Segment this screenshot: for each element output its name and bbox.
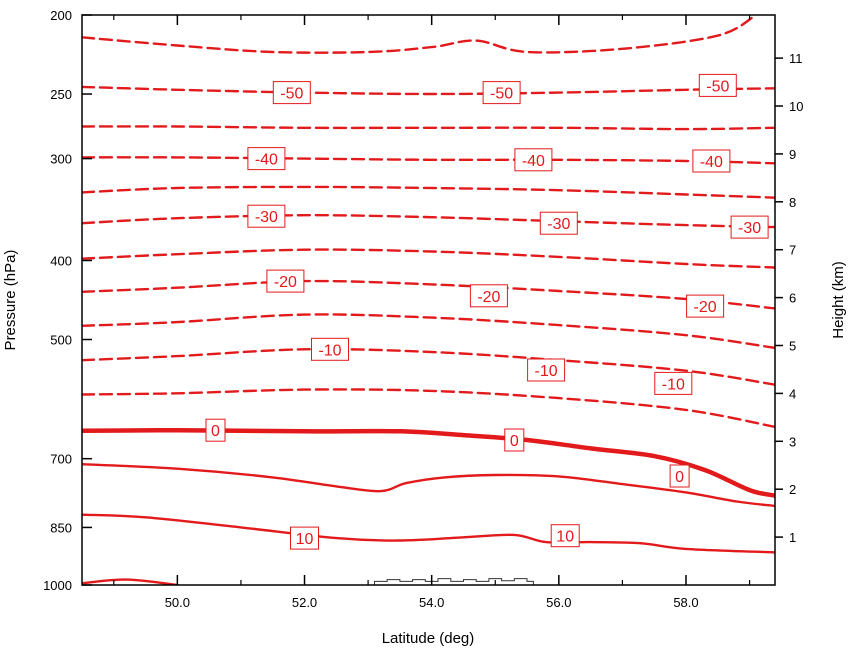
contour-label-box xyxy=(698,73,737,97)
terrain-line xyxy=(368,578,534,585)
contour-label-box xyxy=(504,428,525,452)
contour-label: 0 xyxy=(211,423,220,440)
x-tick-label: 54.0 xyxy=(419,595,444,610)
y-right-tick-label: 4 xyxy=(789,386,796,401)
contour-label: -50 xyxy=(280,86,303,103)
contour-label: 0 xyxy=(510,433,519,450)
y-left-tick-label: 1000 xyxy=(43,578,72,593)
contour-label-box xyxy=(692,149,731,173)
contour-label: -30 xyxy=(255,209,278,226)
contour-label: -10 xyxy=(535,363,558,380)
contour-label-box xyxy=(654,371,693,395)
y-right-tick-label: 7 xyxy=(789,243,796,258)
contour-label: 10 xyxy=(296,531,314,548)
contour-label-box xyxy=(730,215,769,239)
contour-label-box xyxy=(539,211,578,235)
x-tick-label: 56.0 xyxy=(546,595,571,610)
y-left-tick-label: 300 xyxy=(50,152,72,167)
contour-line xyxy=(82,313,775,350)
contour-line xyxy=(82,156,775,165)
contour-line xyxy=(82,463,775,508)
y-axis-right: 1 2 3 4 5 6 7 8 9 10 11 xyxy=(775,51,803,545)
y-left-tick-label: 200 xyxy=(50,8,72,23)
y-right-tick-label: 11 xyxy=(789,51,803,66)
contour-label-box xyxy=(205,418,226,442)
contour-label-box xyxy=(290,526,319,550)
contour-line xyxy=(82,347,775,386)
contour-line xyxy=(82,279,775,310)
x-tick-label: 58.0 xyxy=(673,595,698,610)
y-left-tick-label: 400 xyxy=(50,253,72,268)
contour-line xyxy=(82,125,775,131)
contour-line xyxy=(82,213,775,229)
contour-label-box xyxy=(669,464,690,488)
contour-label: -20 xyxy=(694,299,717,316)
y-right-tick-label: 1 xyxy=(789,530,796,545)
contour-label: -50 xyxy=(490,86,513,103)
contour-line xyxy=(82,388,775,429)
contour-label-box xyxy=(527,358,566,382)
y-left-tick-label: 250 xyxy=(50,87,72,102)
y-axis-left-label: Pressure (hPa) xyxy=(2,250,19,351)
contour-label: -40 xyxy=(700,154,723,171)
y-axis-right-label: Height (km) xyxy=(830,261,847,339)
y-right-tick-label: 6 xyxy=(789,291,796,306)
contour-label-box xyxy=(482,81,521,105)
contour-label: -30 xyxy=(547,216,570,233)
contour-label: -30 xyxy=(738,220,761,237)
contour-label: 0 xyxy=(675,469,684,486)
contour-line xyxy=(82,85,775,96)
contour-label-box xyxy=(686,294,725,318)
contour-label-box xyxy=(469,284,508,308)
contour-line xyxy=(82,185,775,199)
contour-label-box xyxy=(266,269,305,293)
contour-line xyxy=(82,248,775,269)
y-left-tick-label: 500 xyxy=(50,333,72,348)
contour-label-box xyxy=(550,524,580,548)
x-tick-label: 50.0 xyxy=(165,595,190,610)
x-axis: 50.0 52.0 54.0 56.0 58.0 xyxy=(113,15,751,610)
contour-label: -50 xyxy=(706,78,729,95)
y-axis-left: 200 250 300 400 500 700 850 1000 xyxy=(43,8,92,593)
plot-frame xyxy=(81,14,776,586)
terrain-outline xyxy=(368,578,534,585)
contour-line xyxy=(82,513,775,554)
contour-label-box xyxy=(514,148,553,172)
x-tick-label: 52.0 xyxy=(292,595,317,610)
y-right-tick-label: 3 xyxy=(789,434,796,449)
y-right-tick-label: 10 xyxy=(789,99,803,114)
contour-label: -10 xyxy=(318,342,341,359)
contour-label: -40 xyxy=(255,152,278,169)
y-right-tick-label: 2 xyxy=(789,482,796,497)
contour-labels: -50 -50 -50 -40 -40 -40 -30 -30 -30 -20 -20 -20 -10 -… xyxy=(205,73,769,550)
y-right-tick-label: 9 xyxy=(789,147,796,162)
contour-label: -40 xyxy=(522,153,545,170)
contour-label: 10 xyxy=(556,529,574,546)
contour-line xyxy=(82,15,758,54)
y-left-tick-label: 700 xyxy=(50,452,72,467)
contour-label: -10 xyxy=(662,376,685,393)
contour-label-box xyxy=(272,81,311,105)
contour-label-box xyxy=(311,337,349,361)
contour-label-box xyxy=(247,204,286,228)
contour-label-box xyxy=(247,147,286,171)
contour-line xyxy=(82,578,179,585)
x-axis-label: Latitude (deg) xyxy=(382,630,475,647)
y-right-tick-label: 5 xyxy=(789,339,796,354)
y-right-tick-label: 8 xyxy=(789,195,796,210)
contour-label: -20 xyxy=(274,274,297,291)
contour-label: -20 xyxy=(477,289,500,306)
y-left-tick-label: 850 xyxy=(50,520,72,535)
contour-lines xyxy=(82,15,775,585)
